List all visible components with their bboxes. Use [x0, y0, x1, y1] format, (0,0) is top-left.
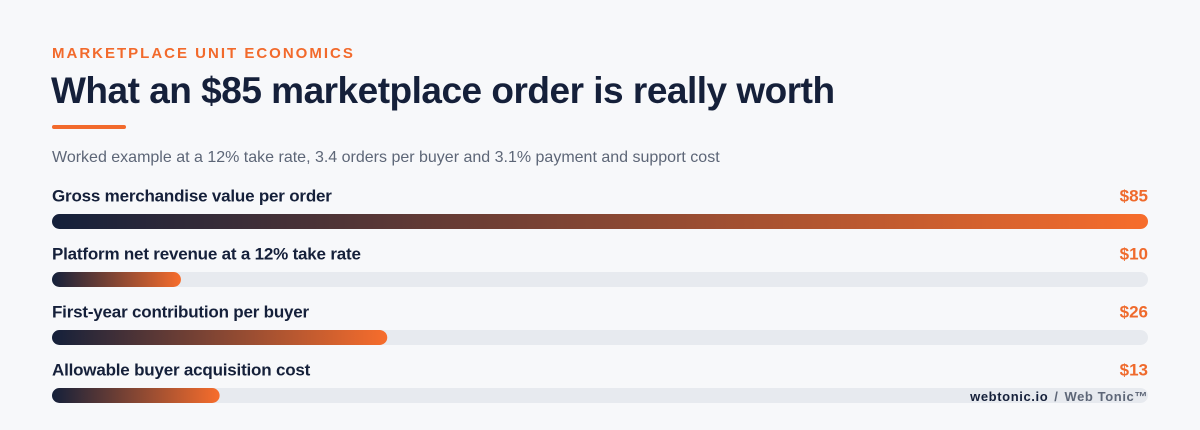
- bar-label: Platform net revenue at a 12% take rate: [52, 244, 361, 263]
- bar-label: First-year contribution per buyer: [52, 302, 310, 321]
- bar-label: Allowable buyer acquisition cost: [52, 360, 311, 379]
- footer-site: webtonic.io: [969, 389, 1048, 404]
- bar: [52, 272, 181, 287]
- bar-track: [52, 388, 1148, 403]
- value-label: $13: [1120, 360, 1148, 379]
- accent-line: [52, 125, 126, 129]
- footer: webtonic.io / Web Tonic™: [969, 389, 1148, 404]
- subtitle: Worked example at a 12% take rate, 3.4 o…: [52, 149, 720, 166]
- bar: [52, 330, 388, 345]
- value-label: $85: [1120, 186, 1148, 205]
- chart-title: What an $85 marketplace order is really …: [51, 70, 835, 111]
- bar: [52, 388, 220, 403]
- kicker: MARKETPLACE UNIT ECONOMICS: [52, 45, 355, 62]
- footer-brand: Web Tonic™: [1064, 389, 1148, 404]
- value-label: $10: [1120, 244, 1148, 263]
- footer-separator: /: [1054, 389, 1058, 404]
- value-label: $26: [1120, 302, 1148, 321]
- bar-label: Gross merchandise value per order: [52, 186, 332, 205]
- bar-track: [52, 272, 1148, 287]
- bar: [52, 214, 1148, 229]
